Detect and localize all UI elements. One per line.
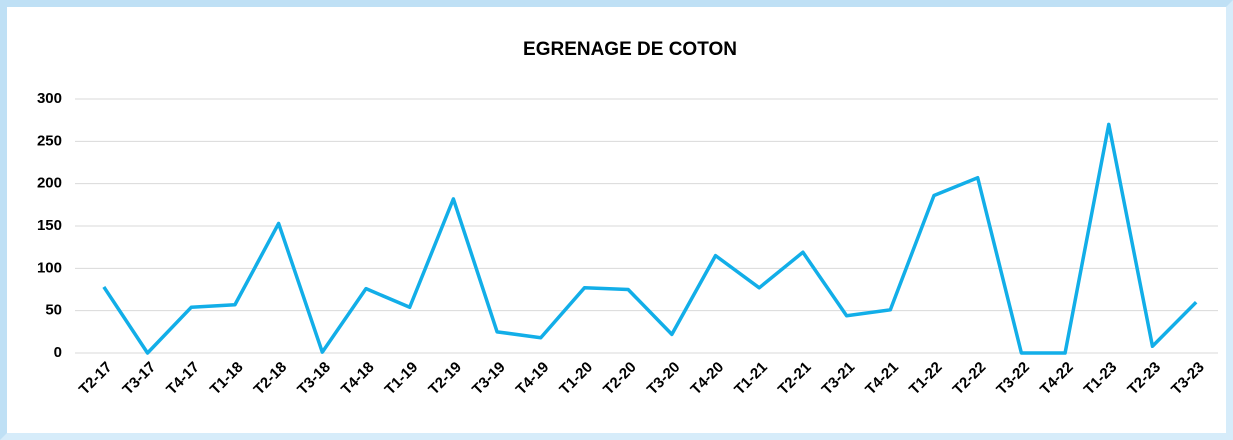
y-tick-label: 100 xyxy=(37,259,62,276)
x-tick-label: T2-18 xyxy=(251,359,291,399)
y-tick-label: 200 xyxy=(37,175,62,192)
y-tick-label: 50 xyxy=(45,302,62,319)
x-tick-label: T3-18 xyxy=(294,359,334,399)
x-tick-label: T4-20 xyxy=(687,359,727,399)
x-tick-label: T2-21 xyxy=(775,359,815,399)
x-tick-label: T1-18 xyxy=(207,359,247,399)
x-tick-label: T2-22 xyxy=(950,359,990,399)
y-tick-label: 300 xyxy=(37,90,62,107)
x-tick-label: T3-20 xyxy=(644,359,684,399)
x-tick-label: T2-23 xyxy=(1124,359,1164,399)
x-tick-label: T4-22 xyxy=(1037,359,1077,399)
y-tick-label: 0 xyxy=(54,344,62,361)
x-tick-label: T4-17 xyxy=(163,359,203,399)
x-tick-label: T2-20 xyxy=(600,359,640,399)
data-line xyxy=(102,122,1198,355)
chart-title: EGRENAGE DE COTON xyxy=(523,39,737,60)
x-tick-label: T4-21 xyxy=(862,359,902,399)
x-tick-label: T4-19 xyxy=(513,359,553,399)
chart: EGRENAGE DE COTON 0 50 100 150 200 250 300 T2-1… xyxy=(37,39,1218,399)
y-tick-label: 150 xyxy=(37,217,62,234)
x-tick-label: T1-22 xyxy=(906,359,946,399)
x-tick-label: T2-19 xyxy=(425,359,465,399)
x-tick-label: T1-23 xyxy=(1081,359,1121,399)
x-tick-label: T4-18 xyxy=(338,359,378,399)
y-tick-label: 250 xyxy=(37,132,62,149)
x-tick-label: T1-20 xyxy=(556,359,596,399)
x-tick-label: T3-17 xyxy=(119,359,159,399)
x-tick-label: T3-23 xyxy=(1168,359,1208,399)
x-tick-label: T3-19 xyxy=(469,359,509,399)
x-tick-label: T3-21 xyxy=(819,359,859,399)
x-tick-label: T1-19 xyxy=(382,359,422,399)
x-tick-label: T1-21 xyxy=(731,359,771,399)
x-tick-label: T3-22 xyxy=(993,359,1033,399)
x-tick-label: T2-17 xyxy=(76,359,116,399)
